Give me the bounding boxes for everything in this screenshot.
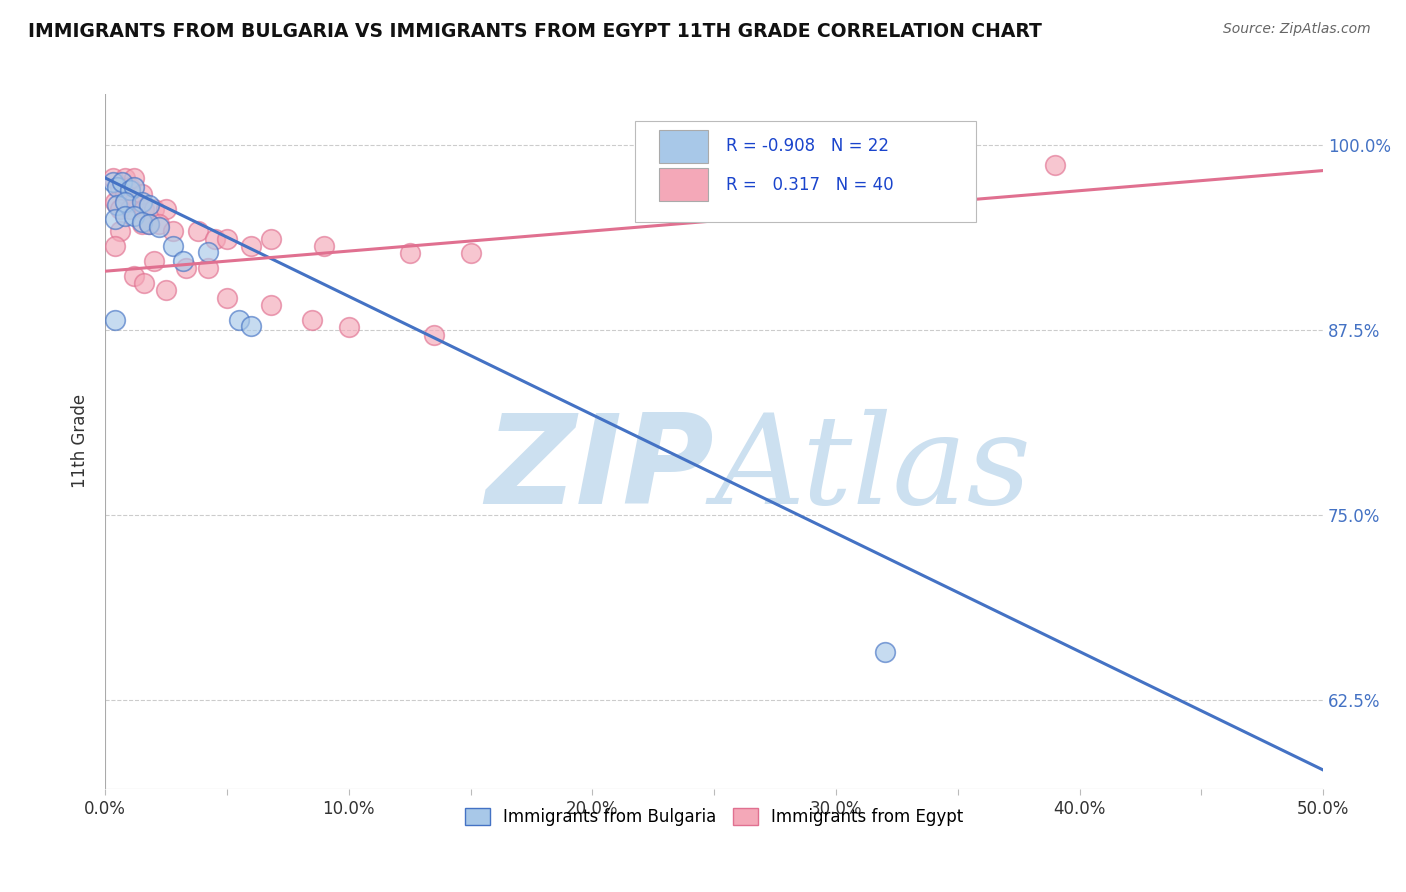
Point: [204, 232, 226, 246]
Point: [111, 175, 134, 189]
Point: [142, 202, 165, 216]
Point: [215, 291, 238, 305]
Point: [124, 171, 146, 186]
Point: [101, 175, 124, 189]
Point: [134, 276, 156, 290]
Point: [131, 217, 153, 231]
Point: [148, 217, 170, 231]
Point: [104, 212, 127, 227]
Point: [114, 210, 136, 224]
Point: [162, 239, 184, 253]
Point: [124, 210, 146, 224]
Legend: Immigrants from Bulgaria, Immigrants from Egypt: Immigrants from Bulgaria, Immigrants fro…: [458, 802, 970, 833]
Text: R = -0.908   N = 22: R = -0.908 N = 22: [727, 137, 890, 155]
Text: Source: ZipAtlas.com: Source: ZipAtlas.com: [1223, 22, 1371, 37]
Point: [131, 187, 153, 202]
Y-axis label: 11th Grade: 11th Grade: [72, 394, 89, 489]
Point: [155, 202, 177, 216]
Point: [124, 179, 146, 194]
Point: [1043, 158, 1066, 172]
Point: [240, 318, 263, 333]
Point: [155, 284, 177, 298]
Point: [138, 197, 160, 211]
Point: [118, 183, 141, 197]
Point: [101, 171, 124, 186]
Point: [105, 197, 128, 211]
Point: [104, 313, 127, 327]
Point: [142, 253, 165, 268]
Bar: [659, 168, 709, 202]
Point: [398, 246, 420, 260]
Point: [148, 219, 170, 234]
Point: [187, 224, 209, 238]
Point: [114, 171, 136, 186]
Text: IMMIGRANTS FROM BULGARIA VS IMMIGRANTS FROM EGYPT 11TH GRADE CORRELATION CHART: IMMIGRANTS FROM BULGARIA VS IMMIGRANTS F…: [28, 22, 1042, 41]
Point: [873, 644, 896, 658]
Point: [124, 194, 146, 209]
Point: [124, 268, 146, 283]
FancyBboxPatch shape: [636, 121, 976, 222]
Point: [118, 202, 141, 216]
Text: R =   0.317   N = 40: R = 0.317 N = 40: [727, 176, 894, 194]
Point: [197, 261, 219, 276]
Point: [108, 202, 131, 216]
Point: [108, 224, 131, 238]
Point: [138, 217, 160, 231]
Point: [104, 239, 127, 253]
Point: [131, 194, 153, 209]
Point: [174, 261, 197, 276]
Point: [114, 187, 136, 202]
Point: [131, 215, 153, 229]
Point: [172, 253, 194, 268]
Point: [197, 244, 219, 259]
Point: [108, 179, 131, 194]
Text: ZIP: ZIP: [485, 409, 714, 530]
Point: [337, 320, 360, 334]
Point: [105, 179, 128, 194]
Point: [260, 232, 283, 246]
Point: [423, 327, 446, 342]
Point: [260, 298, 283, 312]
Point: [240, 239, 263, 253]
Point: [114, 194, 136, 209]
Text: Atlas: Atlas: [714, 409, 1031, 530]
Bar: [659, 129, 709, 163]
Point: [228, 313, 250, 327]
Point: [138, 217, 160, 231]
Point: [460, 246, 482, 260]
Point: [314, 239, 336, 253]
Point: [215, 232, 238, 246]
Point: [134, 202, 156, 216]
Point: [162, 224, 184, 238]
Point: [118, 179, 141, 194]
Point: [104, 194, 127, 209]
Point: [301, 313, 323, 327]
